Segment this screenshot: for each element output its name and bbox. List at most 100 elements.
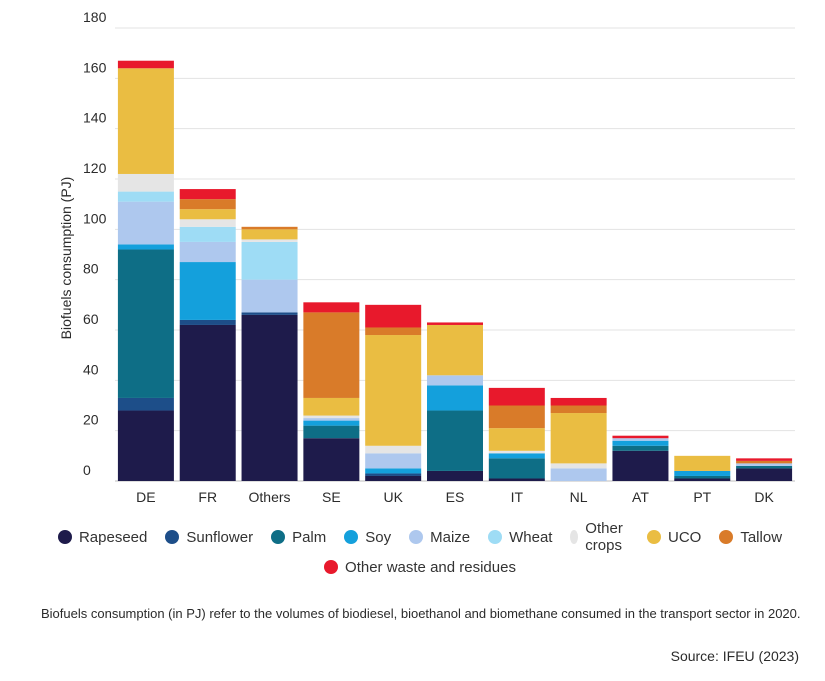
bar-segment: [612, 435, 669, 439]
bar-segment: [241, 239, 298, 242]
bar-segment: [179, 324, 236, 481]
source-label: Source: IFEU (2023): [670, 648, 799, 664]
bar-segment: [488, 453, 545, 459]
bar-segment: [427, 324, 483, 376]
legend-swatch: [57, 530, 72, 544]
legend-label: Wheat: [509, 528, 553, 546]
bar-segment: [241, 314, 298, 481]
bar-segment: [117, 410, 174, 481]
bar-segment: [550, 397, 607, 406]
x-tick-label: NL: [570, 489, 588, 505]
bar-segment: [179, 219, 236, 227]
bar-segment: [117, 397, 174, 411]
legend-swatch: [324, 560, 339, 574]
bar-segment: [427, 322, 483, 325]
y-tick-label: 160: [83, 59, 107, 75]
bar-segment: [427, 410, 483, 471]
legend-label: Other crops: [585, 520, 623, 554]
bar-segment: [179, 189, 236, 200]
bar-segment: [241, 279, 298, 313]
bar-segment: [427, 375, 483, 386]
x-tick-label: FR: [198, 489, 217, 505]
bar-segment: [488, 405, 545, 429]
bar-segment: [241, 312, 298, 315]
x-tick-label: ES: [446, 489, 465, 505]
bar-segment: [303, 438, 360, 481]
bar-segment: [365, 335, 422, 446]
bar-segment: [303, 397, 360, 416]
y-tick-label: 140: [83, 110, 107, 126]
legend-item: Other crops: [570, 520, 629, 554]
bar-segment: [612, 440, 669, 446]
x-tick-label: IT: [511, 489, 524, 505]
bar-segment: [550, 405, 607, 414]
y-axis-label: Biofuels consumption (PJ): [58, 177, 74, 340]
bar-segment: [365, 327, 422, 336]
legend-item: Rapeseed: [57, 528, 148, 546]
bar-segment: [488, 478, 545, 481]
bar-segment: [427, 385, 483, 411]
bar-segment: [365, 468, 422, 474]
bars: [117, 60, 793, 481]
legend-label: UCO: [668, 528, 702, 546]
bar-segment: [241, 241, 298, 280]
legend-item: Palm: [271, 529, 326, 546]
bar-segment: [179, 209, 236, 220]
bar-segment: [179, 319, 236, 325]
legend-label: Tallow: [740, 528, 783, 546]
bar-segment: [365, 453, 422, 469]
y-axis-ticks: 0 20 40 60 80 100 120 140 160 180: [83, 9, 107, 478]
legend-row: Rapeseed Sunflower Palm Soy Maize Wheat Other …: [57, 520, 782, 554]
legend-item: UCO: [647, 529, 701, 546]
bar-segment: [736, 465, 793, 469]
bar-segment: [736, 460, 793, 464]
bar-segment: [736, 458, 793, 461]
legend: Rapeseed Sunflower Palm Soy Maize Wheat Other …: [57, 520, 782, 582]
x-tick-label: PT: [693, 489, 711, 505]
bar-segment: [488, 450, 545, 454]
y-tick-label: 100: [83, 210, 107, 226]
bar-segment: [674, 470, 731, 476]
bar-segment: [179, 199, 236, 210]
legend-label: Sunflower: [186, 528, 254, 546]
legend-label: Palm: [292, 528, 327, 546]
x-tick-label: DK: [754, 489, 774, 505]
legend-swatch: [271, 530, 286, 544]
bar-segment: [674, 455, 731, 471]
x-tick-label: UK: [383, 489, 403, 505]
legend-label: Soy: [365, 528, 392, 546]
bar-segment: [179, 226, 236, 242]
bar-segment: [488, 458, 545, 479]
bar-segment: [303, 312, 360, 398]
legend-swatch: [570, 530, 579, 544]
x-axis-ticks: DE FR Others SE UK ES IT NL AT PT DK: [136, 489, 774, 505]
legend-swatch: [344, 530, 359, 544]
y-tick-label: 40: [83, 361, 99, 377]
bar-segment: [303, 415, 360, 419]
bar-segment: [303, 418, 360, 421]
bar-segment: [550, 463, 607, 469]
legend-swatch: [488, 530, 503, 544]
legend-item: Wheat: [488, 529, 552, 546]
bar-segment: [550, 468, 607, 481]
bar-segment: [365, 304, 422, 328]
legend-label: Rapeseed: [78, 528, 148, 546]
bar-segment: [674, 478, 731, 481]
bar-segment: [674, 475, 731, 479]
legend-item: Other waste and residues: [324, 559, 516, 576]
legend-swatch: [647, 530, 661, 544]
bar-segment: [736, 468, 793, 481]
y-tick-label: 0: [83, 462, 91, 478]
y-tick-label: 20: [83, 412, 99, 428]
x-tick-label: AT: [632, 489, 649, 505]
bar-segment: [179, 241, 236, 263]
bar-segment: [365, 473, 422, 476]
bar-segment: [179, 262, 236, 320]
legend-label: Other waste and residues: [345, 558, 516, 576]
bar-segment: [488, 428, 545, 451]
bar-segment: [117, 173, 174, 192]
bar-segment: [241, 226, 298, 230]
y-tick-label: 60: [83, 311, 99, 327]
bar-segment: [303, 302, 360, 313]
legend-item: Tallow: [719, 529, 782, 546]
